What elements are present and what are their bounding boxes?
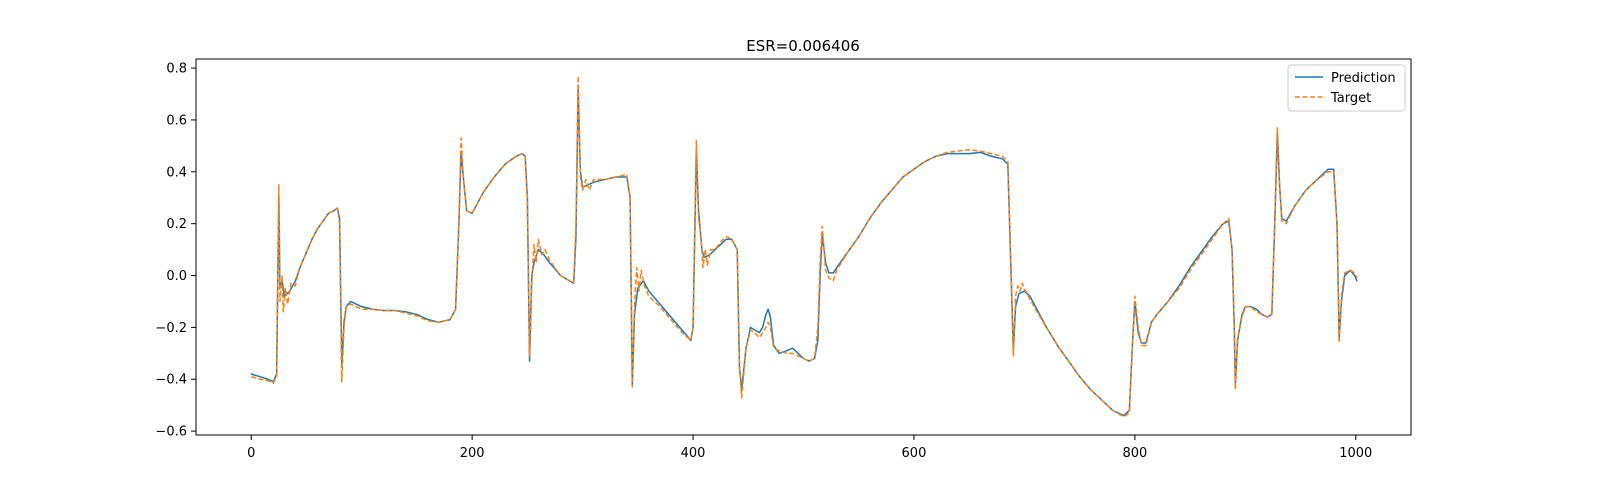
x-tick-label: 1000 [1339, 446, 1372, 461]
legend-label-target: Target [1330, 91, 1371, 106]
x-axis: 0 200 400 600 800 1000 [247, 435, 1372, 461]
y-tick-label: 0.0 [166, 269, 187, 284]
y-tick-label: −0.2 [155, 321, 187, 336]
series-line-prediction [250, 88, 1358, 417]
chart-title: ESR=0.006406 [746, 37, 860, 55]
x-tick-label: 600 [902, 446, 927, 461]
legend: Prediction Target [1287, 64, 1406, 112]
legend-label-prediction: Prediction [1331, 71, 1396, 86]
x-tick-label: 0 [247, 446, 255, 461]
y-tick-label: −0.4 [155, 373, 187, 388]
plot-area-frame [195, 58, 1412, 436]
x-tick-label: 800 [1122, 446, 1147, 461]
series-line-target [251, 75, 1358, 418]
y-tick-label: 0.6 [166, 113, 187, 128]
y-axis: −0.6 −0.4 −0.2 0.0 0.2 0.4 0.6 0.8 [155, 62, 196, 440]
y-tick-label: −0.6 [155, 425, 187, 440]
y-tick-label: 0.4 [166, 165, 187, 180]
x-tick-label: 200 [460, 446, 485, 461]
series-layer [250, 75, 1358, 418]
y-tick-label: 0.2 [166, 217, 187, 232]
y-tick-label: 0.8 [166, 62, 187, 77]
x-tick-label: 400 [681, 446, 706, 461]
